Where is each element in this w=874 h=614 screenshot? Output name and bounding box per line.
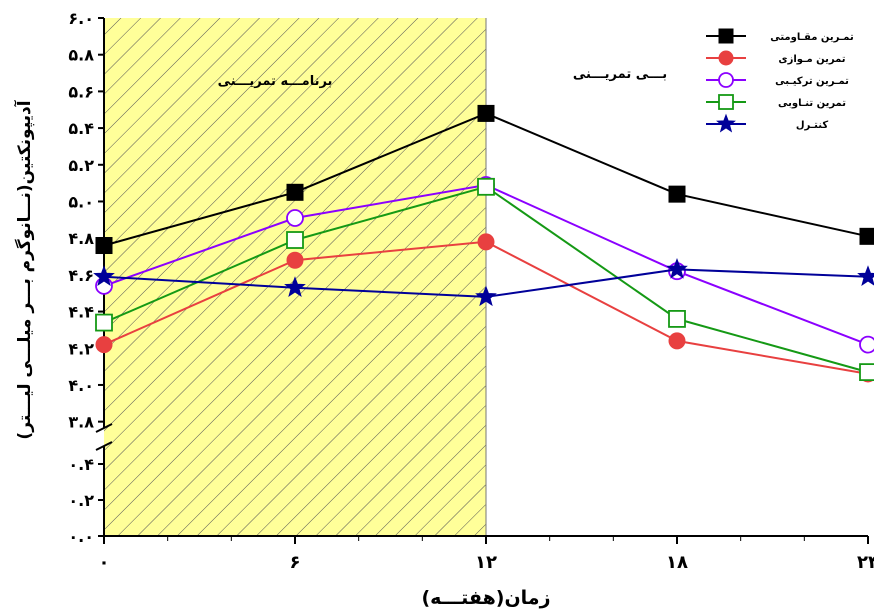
y-tick-label: ۰.۲	[68, 491, 94, 510]
y-tick-label: ۵.۰	[68, 192, 94, 211]
y-tick-label: ۵.۸	[68, 46, 94, 65]
y-tick-label: ۳.۸	[68, 413, 94, 432]
series-marker	[666, 257, 688, 279]
legend-label: کنتـرل	[796, 120, 828, 131]
x-axis-title: زمان(هفتـــه)	[421, 587, 550, 609]
series-marker	[859, 363, 874, 382]
y-tick-label: ۴.۶	[68, 266, 94, 285]
y-tick-label: ۵.۲	[68, 156, 94, 175]
series-marker	[859, 335, 874, 354]
series-marker	[477, 104, 495, 122]
shaded-region-label: برنامـــه تمریـــنی	[218, 74, 333, 89]
series-marker	[286, 183, 304, 201]
legend-label: تمـرین ترکیـبی	[775, 76, 849, 87]
series-marker	[95, 237, 113, 255]
legend-label: تمرین تنـاوبی	[778, 98, 846, 109]
y-tick-label: ۴.۰	[68, 376, 94, 395]
y-tick-label: ۰.۰	[68, 527, 94, 546]
y-tick-label: ۰.۴	[68, 455, 94, 474]
x-tick-label: ۲۴	[857, 552, 874, 573]
series-marker	[859, 227, 874, 245]
series-marker	[477, 233, 495, 251]
series-marker	[286, 209, 304, 227]
series-marker	[718, 50, 734, 66]
x-tick-label: ۱۲	[475, 552, 497, 573]
series-marker	[718, 28, 734, 44]
y-tick-label: ۴.۸	[68, 229, 94, 248]
series-marker	[284, 276, 306, 297]
series-marker	[95, 313, 113, 332]
series-marker	[93, 265, 115, 286]
series-marker	[286, 231, 304, 249]
y-tick-label: ۴.۴	[68, 303, 94, 322]
series-marker	[668, 332, 686, 350]
x-tick-label: ۶	[290, 552, 301, 573]
y-tick-label: ۵.۶	[68, 82, 94, 101]
series-marker	[718, 94, 734, 110]
series-marker	[95, 336, 113, 354]
series-marker	[475, 285, 497, 307]
series-marker	[718, 72, 734, 88]
series-marker	[477, 177, 495, 196]
y-tick-label: ۶.۰	[68, 9, 94, 28]
x-tick-label: ۰	[99, 552, 110, 573]
series-marker	[668, 185, 686, 203]
series-marker	[716, 113, 736, 133]
series-marker	[857, 265, 874, 286]
y-tick-label: ۴.۲	[68, 339, 94, 358]
series-marker	[286, 251, 304, 269]
y-axis-break-mark	[95, 441, 113, 451]
y-tick-label: ۵.۴	[68, 119, 94, 138]
legend-label: تمـرین مقـاومتی	[770, 32, 854, 43]
y-axis-title: آدیپونکتین(نـــانوگرم بـــر میلـــی لیــ…	[13, 99, 35, 439]
series-marker	[668, 310, 686, 328]
x-tick-label: ۱۸	[666, 552, 688, 573]
legend-label: تمرین مـوازی	[778, 54, 845, 65]
unshaded-region-label: بـــی تمریـــنی	[573, 67, 667, 82]
y-axis-break-mark	[95, 423, 113, 433]
